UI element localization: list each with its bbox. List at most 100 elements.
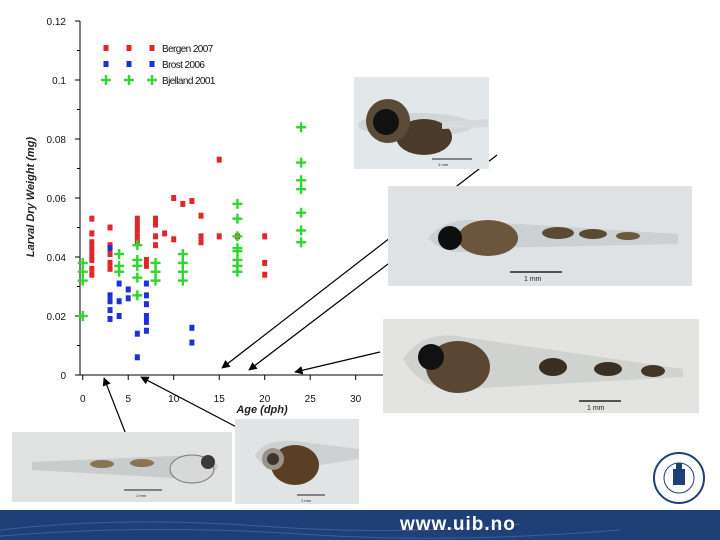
legend-label: Brost 2006 — [162, 60, 205, 71]
data-point-series-1 — [89, 271, 95, 278]
data-point-series-1 — [189, 197, 195, 204]
axes: 0 0.02 0.04 0.06 0.08 0.1 0.12 0 5 10 15 20 25 30 — [47, 17, 383, 405]
legend-label: Bjelland 2001 — [162, 76, 216, 87]
data-point-series-3 — [296, 207, 307, 218]
annotation-arrow — [102, 377, 128, 438]
y-tick-label: 0.06 — [47, 194, 67, 205]
data-point-series-3 — [177, 275, 188, 286]
legend-marker — [124, 75, 134, 85]
data-point-series-3 — [232, 213, 243, 224]
data-point-series-2 — [143, 301, 149, 308]
scale-bar-label: 1 mm — [524, 276, 542, 283]
footer-bar: www.uib.no — [0, 510, 720, 540]
data-point-series-2 — [116, 280, 122, 287]
legend: Bergen 2007 Brost 2006 Bjelland 2001 — [101, 44, 216, 87]
y-tick-label: 0 — [60, 371, 66, 382]
data-point-series-3 — [296, 237, 307, 248]
annotation-arrow — [140, 376, 247, 433]
data-point-series-1 — [262, 271, 268, 278]
data-point-series-3 — [132, 240, 143, 251]
data-point-series-2 — [143, 318, 149, 325]
scale-bar-label: 1 mm — [587, 405, 605, 412]
data-point-series-2 — [143, 280, 149, 287]
y-tick-label: 0.1 — [52, 76, 66, 87]
legend-marker — [103, 45, 109, 51]
data-point-series-3 — [232, 243, 243, 254]
data-point-series-1 — [89, 265, 95, 272]
data-point-series-3 — [132, 260, 143, 271]
data-point-series-3 — [150, 266, 161, 277]
scale-bar-label: 1 mm — [438, 162, 449, 167]
data-point-series-3 — [114, 266, 125, 277]
data-point-series-1 — [153, 221, 159, 228]
data-point-series-3 — [77, 275, 88, 286]
annotation-arrow — [248, 244, 414, 371]
data-point-series-3 — [132, 272, 143, 283]
x-tick-label: 10 — [168, 394, 180, 405]
data-point-series-2 — [143, 313, 149, 319]
data-point-series-1 — [216, 156, 222, 163]
data-point-series-1 — [171, 236, 177, 243]
data-point-series-3 — [77, 311, 88, 321]
data-point-series-1 — [153, 215, 159, 222]
data-point-series-2 — [116, 298, 122, 305]
data-point-series-1 — [198, 233, 204, 240]
data-point-series-3 — [296, 184, 307, 195]
university-seal-logo — [653, 452, 705, 504]
y-tick-label: 0.04 — [47, 253, 67, 264]
data-point-series-3 — [150, 257, 161, 268]
data-point-series-2 — [107, 245, 113, 252]
data-point-series-1 — [107, 259, 113, 266]
x-tick-label: 25 — [305, 394, 317, 405]
data-point-series-2 — [116, 313, 122, 319]
data-point-series-1 — [89, 245, 95, 252]
data-point-series-1 — [134, 233, 140, 240]
data-point-series-3 — [177, 249, 188, 260]
data-point-series-1 — [198, 212, 204, 219]
data-point-series-1 — [89, 215, 95, 222]
larva-photo-day-1: 1 mm — [12, 432, 232, 502]
data-point-series-1 — [107, 265, 113, 272]
footer-url[interactable]: www.uib.no — [400, 514, 516, 535]
data-point-series-3 — [77, 257, 88, 268]
data-point-series-2 — [189, 339, 195, 346]
data-point-series-3 — [296, 157, 307, 168]
legend-marker — [149, 61, 155, 67]
y-tick-label: 0.02 — [47, 312, 67, 323]
data-point-series-3 — [150, 275, 161, 286]
data-point-series-1 — [262, 259, 268, 266]
data-point-series-1 — [153, 233, 159, 240]
x-tick-label: 20 — [259, 394, 271, 405]
data-point-series-1 — [162, 230, 168, 237]
data-point-series-1 — [107, 251, 113, 258]
annotation-arrow — [294, 351, 381, 375]
data-point-series-2 — [134, 330, 140, 337]
legend-marker — [149, 45, 155, 51]
data-point-series-2 — [125, 295, 131, 302]
x-tick-label: 30 — [350, 394, 362, 405]
data-point-series-1 — [89, 230, 95, 237]
data-point-series-1 — [153, 242, 159, 249]
larva-photo-day-6: 1 mm — [235, 419, 359, 504]
data-point-series-3 — [177, 257, 188, 268]
larva-photo-day-23: 1 mm — [388, 186, 692, 286]
data-point-series-3 — [177, 266, 188, 277]
data-point-series-1 — [134, 221, 140, 228]
data-point-series-2 — [107, 307, 113, 314]
y-tick-label: 0.08 — [47, 135, 67, 146]
data-point-series-1 — [89, 239, 95, 246]
data-point-series-1 — [89, 251, 95, 258]
data-point-series-1 — [198, 239, 204, 246]
data-point-series-3 — [296, 175, 307, 186]
data-point-series-2 — [107, 315, 113, 322]
legend-label: Bergen 2007 — [162, 44, 214, 55]
data-point-series-1 — [262, 233, 268, 240]
y-axis-label: Larval Dry Weight (mg) — [25, 137, 37, 258]
data-point-series-1 — [107, 224, 113, 231]
data-point-series-2 — [134, 354, 140, 361]
scale-bar-label: 1 mm — [301, 498, 312, 503]
data-point-series-2 — [189, 324, 195, 331]
data-point-series-3 — [296, 122, 307, 133]
data-point-series-3 — [296, 225, 307, 236]
